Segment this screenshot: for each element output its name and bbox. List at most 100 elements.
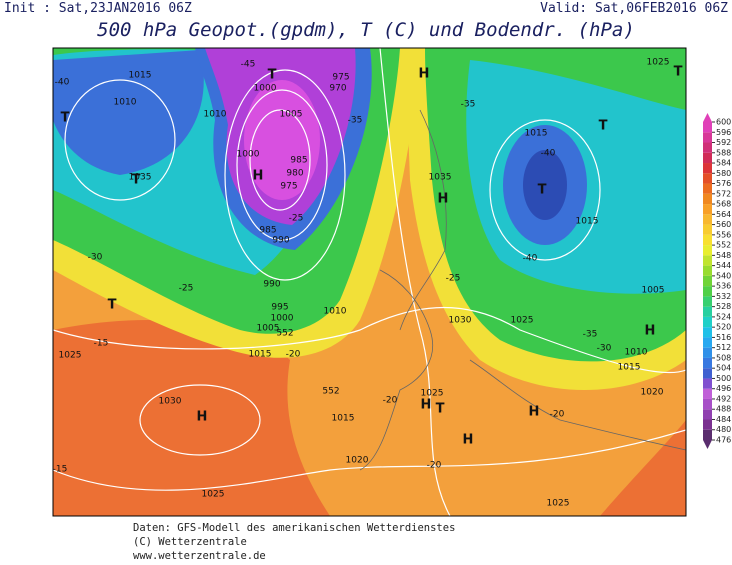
colorbar-box xyxy=(703,306,712,317)
colorbar-box xyxy=(703,419,712,430)
map-label: 1005 xyxy=(280,110,303,120)
map-label: 1000 xyxy=(271,314,294,324)
colorbar-label: 496 xyxy=(716,384,731,393)
colorbar-label: 600 xyxy=(716,118,731,127)
colorbar-box xyxy=(703,193,712,205)
colorbar-box xyxy=(703,296,712,307)
map-label: -15 xyxy=(94,339,109,349)
map-label: -35 xyxy=(583,330,598,340)
colorbar-box xyxy=(703,337,712,348)
colorbar-box xyxy=(703,183,712,194)
map-label: -25 xyxy=(179,284,194,294)
map-label: -15 xyxy=(53,465,68,475)
map-label: T xyxy=(268,68,277,83)
map-label: 1030 xyxy=(449,316,472,326)
colorbar-label: 588 xyxy=(716,148,731,157)
colorbar-label: 516 xyxy=(716,333,731,342)
colorbar-box xyxy=(703,368,712,379)
map-label: 975 xyxy=(280,182,297,192)
colorbar-box xyxy=(703,245,712,256)
colorbar-label: 540 xyxy=(716,271,731,280)
map-label: T xyxy=(674,65,683,80)
colorbar-box xyxy=(703,204,712,215)
colorbar-box xyxy=(703,142,712,153)
map-label: 552 xyxy=(322,387,339,397)
colorbar-arrow xyxy=(703,440,712,449)
map-label: 975 xyxy=(332,73,349,83)
map-label: H xyxy=(438,192,449,207)
colorbar-box xyxy=(703,429,712,440)
colorbar-box xyxy=(703,255,712,266)
colorbar-label: 520 xyxy=(716,323,731,332)
map-label: 1015 xyxy=(332,414,355,424)
colorbar-box xyxy=(703,173,712,184)
map-label: -35 xyxy=(461,100,476,110)
map-label: 1005 xyxy=(257,324,280,334)
colorbar-label: 480 xyxy=(716,425,731,434)
colorbar-label: 560 xyxy=(716,220,731,229)
map-label: 1010 xyxy=(625,348,648,358)
map-label: -20 xyxy=(383,396,398,406)
map-label: -40 xyxy=(55,78,70,88)
colorbar-box xyxy=(703,234,712,246)
map-label: 990 xyxy=(272,236,289,246)
map-label: -40 xyxy=(523,254,538,264)
map-label: 1015 xyxy=(576,217,599,227)
colorbar-box xyxy=(703,388,712,399)
map-label: H xyxy=(421,398,432,413)
map-label: H xyxy=(463,433,474,448)
map-label: H xyxy=(419,67,430,82)
footer: www.wetterzentrale.de xyxy=(133,550,266,562)
map-label: 1020 xyxy=(346,456,369,466)
colorbar-box xyxy=(703,132,712,143)
colorbar-label: 596 xyxy=(716,128,731,137)
map-label: -30 xyxy=(597,344,612,354)
map-label: 1000 xyxy=(254,84,277,94)
title: 500 hPa Geopot.(gpdm), T (C) und Bodendr… xyxy=(97,19,635,41)
map-label: T xyxy=(599,119,608,134)
map-label: H xyxy=(253,169,264,184)
map-label: -25 xyxy=(446,274,461,284)
colorbar-box xyxy=(703,286,712,297)
colorbar-label: 484 xyxy=(716,415,731,424)
map-label: 1015 xyxy=(525,129,548,139)
init-time: Init : Sat,23JAN2016 06Z xyxy=(4,1,192,16)
colorbar-label: 500 xyxy=(716,374,731,383)
colorbar-label: 504 xyxy=(716,364,731,373)
colorbar-label: 476 xyxy=(716,436,731,445)
colorbar-box xyxy=(703,316,712,328)
map-label: -20 xyxy=(286,350,301,360)
map-label: 1015 xyxy=(618,363,641,373)
colorbar-label: 512 xyxy=(716,343,731,352)
map-label: 1025 xyxy=(511,316,534,326)
map-label: 1025 xyxy=(547,499,570,509)
colorbar-label: 528 xyxy=(716,302,731,311)
colorbar-arrow xyxy=(703,113,712,122)
map-label: 1015 xyxy=(129,71,152,81)
footer: (C) Wetterzentrale xyxy=(133,536,247,548)
map-label: 1015 xyxy=(249,350,272,360)
colorbar-label: 556 xyxy=(716,230,731,239)
map-label: T xyxy=(436,402,445,417)
colorbar-label: 488 xyxy=(716,405,731,414)
map-label: 1035 xyxy=(429,173,452,183)
colorbar-box xyxy=(703,357,712,369)
colorbar-label: 532 xyxy=(716,292,731,301)
map-label: 1025 xyxy=(421,389,444,399)
colorbar-box xyxy=(703,347,712,358)
map-label: -20 xyxy=(427,461,442,471)
map-label: -40 xyxy=(541,149,556,159)
map-label: H xyxy=(197,410,208,425)
map-label: 980 xyxy=(286,169,303,179)
map-label: -25 xyxy=(289,214,304,224)
map-label: T xyxy=(108,298,117,313)
map-label: -20 xyxy=(550,410,565,420)
colorbar-box xyxy=(703,152,712,164)
colorbar-box xyxy=(703,275,712,287)
map-label: 970 xyxy=(329,84,346,94)
map-label: H xyxy=(529,405,540,420)
map-label: T xyxy=(132,173,141,188)
map-label: 1010 xyxy=(204,110,227,120)
map-label: 1035 xyxy=(129,173,152,183)
